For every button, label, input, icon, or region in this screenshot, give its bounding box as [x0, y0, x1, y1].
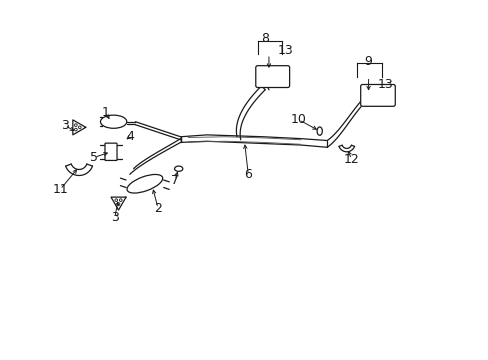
Polygon shape — [180, 135, 326, 147]
Text: 3: 3 — [111, 211, 119, 224]
FancyBboxPatch shape — [360, 85, 394, 106]
Ellipse shape — [174, 166, 183, 171]
Polygon shape — [73, 120, 85, 135]
Ellipse shape — [127, 175, 163, 193]
Polygon shape — [65, 164, 92, 175]
FancyBboxPatch shape — [255, 66, 289, 87]
Circle shape — [115, 199, 117, 202]
Text: 7: 7 — [171, 174, 179, 186]
Text: 1: 1 — [101, 106, 109, 119]
Text: 13: 13 — [277, 44, 293, 57]
Text: 2: 2 — [154, 202, 162, 215]
Text: 13: 13 — [377, 78, 392, 91]
Polygon shape — [338, 145, 354, 152]
Circle shape — [78, 126, 81, 129]
Text: 10: 10 — [290, 113, 306, 126]
Text: 11: 11 — [52, 183, 68, 196]
Text: 12: 12 — [343, 153, 359, 166]
Circle shape — [74, 128, 77, 131]
Ellipse shape — [316, 127, 322, 135]
Circle shape — [117, 203, 120, 205]
Text: 8: 8 — [261, 32, 268, 45]
Polygon shape — [111, 197, 126, 210]
Text: 4: 4 — [125, 130, 134, 143]
Ellipse shape — [100, 115, 126, 128]
Text: 6: 6 — [244, 168, 252, 181]
Text: 9: 9 — [364, 55, 372, 68]
Circle shape — [119, 199, 122, 202]
FancyBboxPatch shape — [105, 143, 117, 161]
Text: 3: 3 — [61, 119, 68, 132]
Circle shape — [74, 124, 77, 126]
Text: 5: 5 — [90, 151, 98, 164]
